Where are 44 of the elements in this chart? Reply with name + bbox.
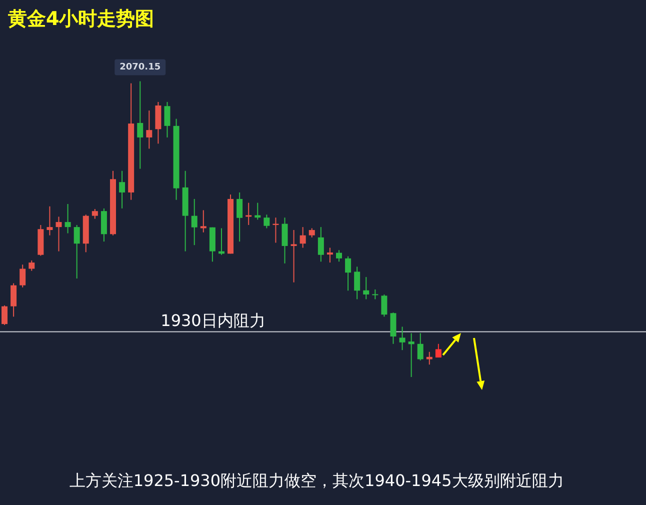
candlestick <box>146 110 152 150</box>
candlestick <box>246 202 252 226</box>
candlestick <box>74 224 80 280</box>
candlestick <box>381 294 388 318</box>
candlestick <box>372 288 378 300</box>
candlestick <box>164 101 170 138</box>
candlestick <box>200 210 206 233</box>
candlestick <box>137 80 144 170</box>
candlestick <box>390 312 396 344</box>
candlestick <box>10 282 17 318</box>
candlestick <box>92 208 98 220</box>
candlestick <box>282 217 288 264</box>
candlestick <box>426 351 432 366</box>
candlestick <box>264 214 270 229</box>
candlestick <box>363 276 370 300</box>
candlestick <box>300 226 306 248</box>
candlestick <box>408 332 414 378</box>
candlestick <box>56 216 62 252</box>
candlestick <box>435 343 442 358</box>
ref-line-label: 1930日内阻力 <box>160 310 266 330</box>
candlestick <box>318 226 324 262</box>
candlestick <box>326 247 333 264</box>
candlestick <box>100 208 107 242</box>
candlestick <box>28 260 35 272</box>
candlestick <box>308 228 315 238</box>
annotation: 2070.15 <box>120 62 161 72</box>
candlestick <box>345 256 352 292</box>
chart-title: 黄金4小时走势图 <box>7 8 154 30</box>
candlestick <box>2 304 8 326</box>
candlestick <box>64 203 71 234</box>
candlestick <box>417 332 424 361</box>
candlestick <box>254 202 261 220</box>
candlestick <box>290 230 297 283</box>
candlestick <box>20 264 26 288</box>
candlestick <box>191 198 198 246</box>
candlestick <box>354 266 360 300</box>
candlestick <box>46 206 53 236</box>
candlestick <box>209 226 216 262</box>
candlestick <box>336 250 342 262</box>
text: 上方关注1925-1930附近阻力做空，其次1940-1945大级别附近阻力 <box>69 471 564 490</box>
candlestick <box>236 192 243 242</box>
candlestick <box>155 101 162 144</box>
candlestick <box>399 326 406 351</box>
candlestick <box>119 170 126 209</box>
